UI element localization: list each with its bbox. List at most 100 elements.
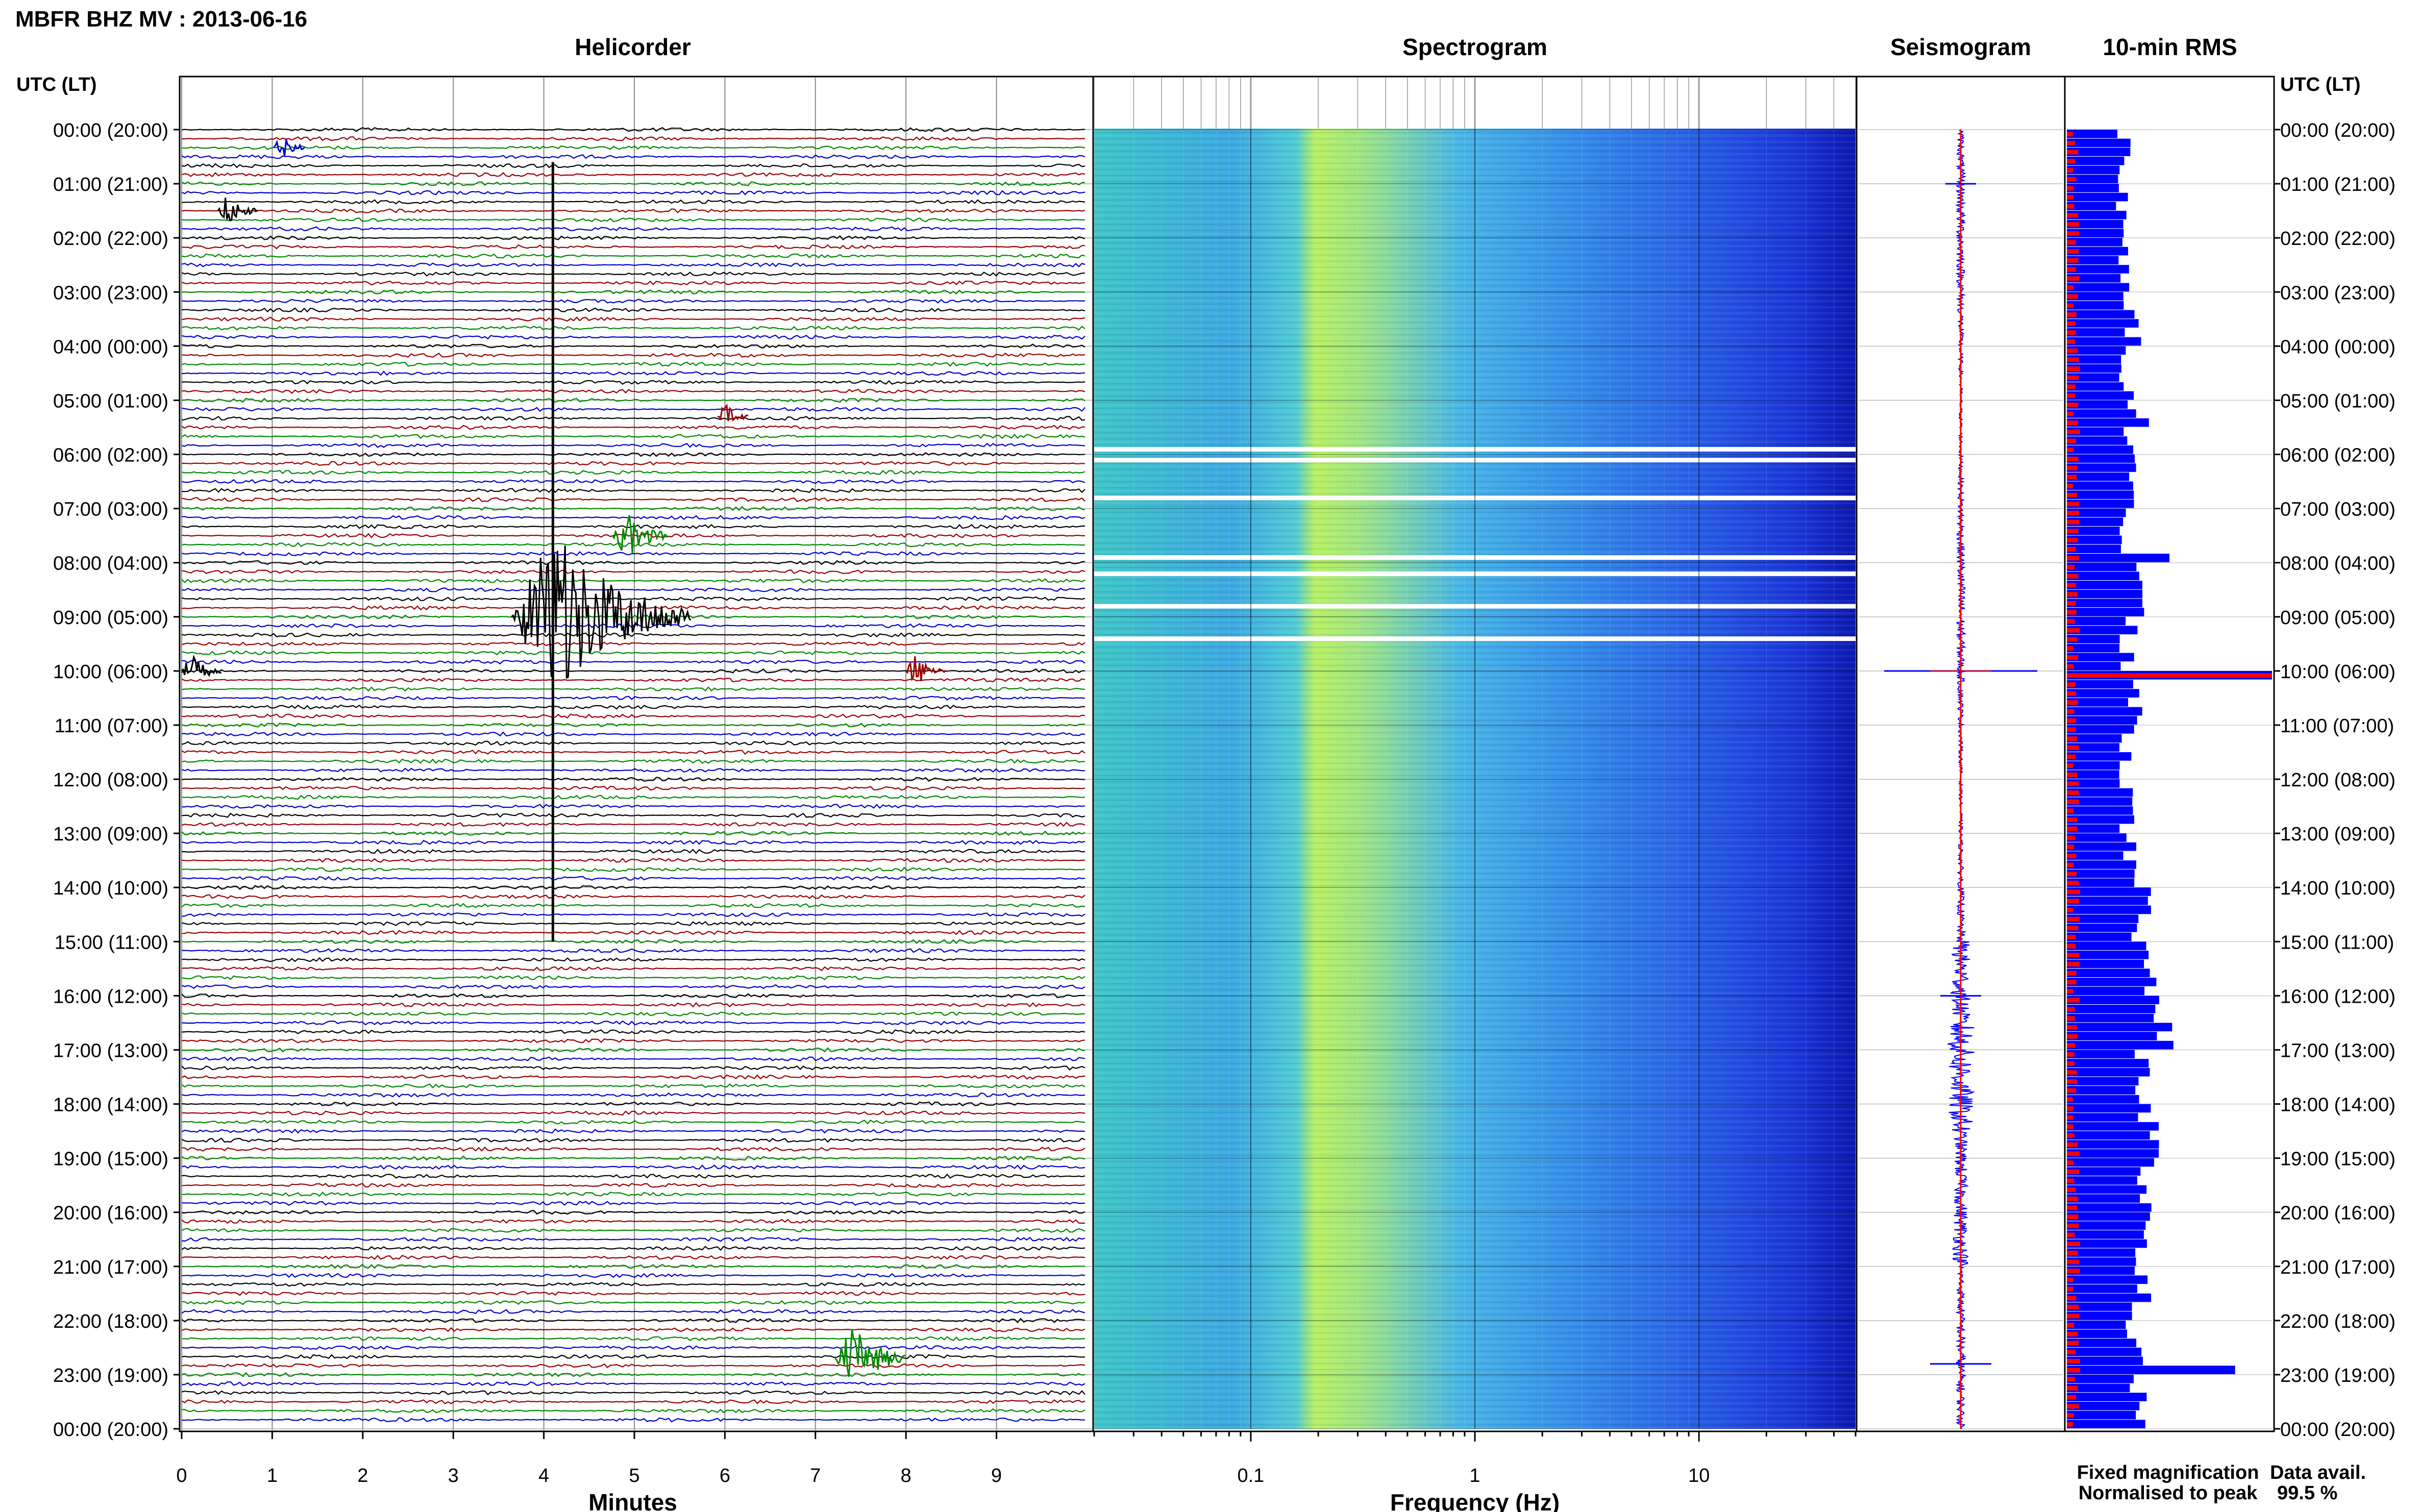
spectrogram-x-tick-label: 0.1 [1237,1465,1264,1486]
helicorder-trace [181,326,1085,331]
helicorder-x-tick-label: 1 [267,1465,278,1486]
rms-bar-fixed [2067,1104,2151,1113]
helicorder-trace [181,723,1085,728]
rms-bar-normalised [2067,483,2074,488]
helicorder-x-tick-label: 7 [810,1465,821,1486]
rms-bar-fixed [2067,815,2134,824]
rms-bar-normalised [2067,1079,2077,1084]
helicorder-trace [181,1164,1085,1170]
helicorder-trace [181,632,1085,637]
helicorder-trace [181,623,1085,629]
helicorder-trace [181,1336,1085,1342]
helicorder-trace [181,795,1085,800]
time-tick-label-left: 14:00 (10:00) [53,878,168,899]
time-tick-label-left: 10:00 (06:00) [53,661,168,683]
helicorder-trace [181,469,1085,475]
rms-bar-normalised [2067,294,2078,299]
rms-bar-normalised [2067,1232,2075,1237]
rms-bar-fixed [2067,292,2124,301]
rms-bar-normalised [2067,240,2076,245]
helicorder-trace [181,226,1085,232]
seismogram-title: Seismogram [1890,34,2031,60]
helicorder-trace [181,1282,1085,1287]
rms-bar-fixed [2067,1086,2136,1095]
rms-bar-normalised [2067,448,2074,453]
rms-bar-normalised [2067,1106,2074,1111]
rms-bar-normalised [2067,980,2077,985]
helicorder-x-tick-label: 2 [357,1465,368,1486]
rms-bar-normalised [2067,1124,2074,1129]
rms-bar-normalised [2067,1034,2078,1039]
rms-bar-normalised [2067,420,2079,426]
rms-bar-fixed [2067,553,2169,562]
rms-bar-normalised [2067,402,2078,407]
rms-bar-normalised [2067,664,2074,669]
rms-bar-fixed [2067,238,2122,246]
rms-bar-normalised [2067,700,2078,705]
rms-bar-fixed [2067,147,2131,157]
helicorder-trace [181,713,1085,719]
rms-bar-fixed [2067,418,2149,427]
rms-bar-fixed [2067,1194,2140,1203]
rms-bar-normalised [2067,1007,2075,1012]
helicorder-trace [181,334,1085,340]
helicorder-trace [181,1155,1085,1161]
helicorder-event [217,197,258,221]
rms-bar-fixed [2067,833,2127,842]
rms-bar-normalised [2067,330,2077,335]
rms-bar-normalised [2067,1097,2074,1102]
rms-bar-normalised [2067,303,2074,308]
time-tick-label-left: 09:00 (05:00) [53,607,168,629]
rms-bar-fixed [2067,752,2132,761]
rms-bar-fixed [2067,1293,2152,1302]
helicorder-trace [181,1354,1085,1359]
rms-bar-normalised [2067,556,2079,561]
helicorder-trace [181,767,1085,773]
helicorder-trace [182,1263,1085,1269]
rms-bar-normalised [2067,1350,2076,1355]
helicorder-trace [181,1137,1085,1143]
rms-bar-normalised [2067,1259,2080,1265]
rms-bar-normalised [2067,285,2074,290]
rms-bar-fixed [2067,427,2124,436]
rms-bar-fixed [2067,1131,2150,1140]
helicorder-trace [181,389,1085,394]
rms-bar-fixed [2067,626,2138,635]
time-tick-label-right: 06:00 (02:00) [2280,445,2396,466]
helicorder-trace [181,398,1085,403]
rms-bar-fixed [2067,246,2128,256]
rms-bar-normalised [2067,574,2079,579]
helicorder-trace [181,1390,1085,1396]
helicorder-trace [181,1255,1085,1260]
rms-bar-fixed [2067,572,2139,581]
helicorder-trace [181,866,1085,872]
rms-bar-fixed [2067,1221,2146,1230]
helicorder-x-tick-label: 6 [720,1465,730,1486]
helicorder-trace [181,939,1085,945]
rms-bar-normalised [2067,1242,2080,1246]
rms-bar-fixed [2067,1239,2147,1248]
rms-bar-fixed [2067,761,2120,770]
rms-bar-fixed [2067,517,2124,526]
rms-bar-normalised [2067,926,2079,931]
helicorder-trace [181,1020,1085,1026]
helicorder-trace [181,425,1085,430]
helicorder-trace [181,966,1085,972]
helicorder-xlabel: Minutes [588,1489,677,1512]
helicorder-trace [181,560,1085,565]
helicorder-trace [181,1408,1085,1414]
helicorder-trace [181,1083,1085,1089]
rms-bar-fixed [2067,869,2135,878]
rms-bar-normalised [2067,1025,2077,1030]
rms-bar-fixed [2067,1311,2132,1320]
rms-bar-normalised [2067,519,2080,525]
rms-bar-fixed [2067,454,2135,463]
helicorder-trace [181,1417,1085,1423]
rms-bar-fixed [2067,1158,2154,1167]
helicorder-trace [181,812,1085,818]
rms-bar-normalised [2067,1061,2075,1066]
spectrogram-x-tick-label: 10 [1688,1465,1710,1486]
rms-bar-fixed [2067,1068,2150,1077]
rms-bar-normalised [2067,150,2079,155]
rms-bar-normalised [2067,790,2079,795]
